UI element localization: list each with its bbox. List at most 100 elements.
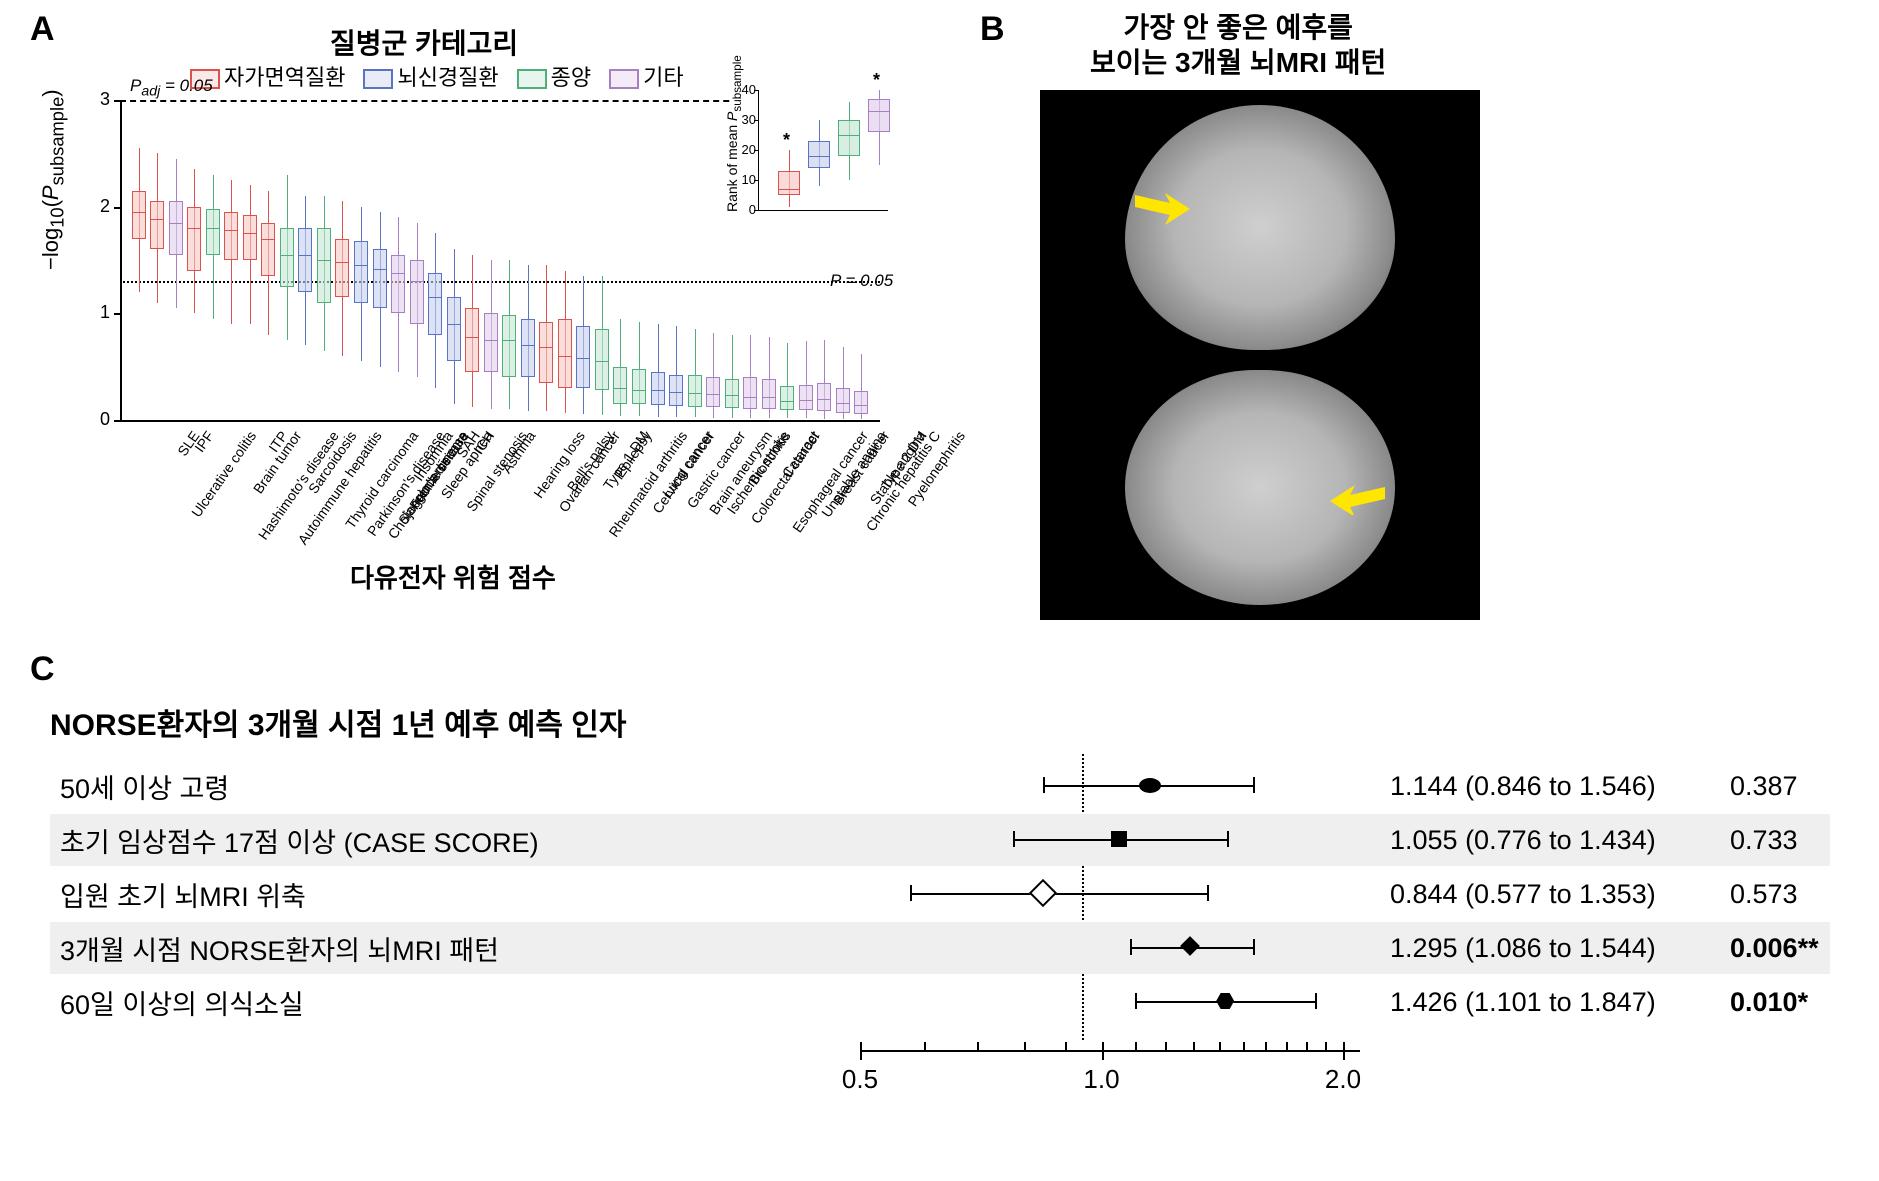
box-Sjogren's disease (335, 239, 349, 298)
box-Spinal stenosis (410, 260, 424, 324)
axis-tick-label: 1.0 (1083, 1064, 1119, 1095)
box-Stable angina (817, 383, 831, 412)
panel-a-title: 질병군 카테고리 (330, 22, 518, 62)
forest-ci (860, 814, 1360, 866)
forest-ci (860, 922, 1360, 974)
ytick: 3 (86, 89, 110, 110)
axis-tick-label: 2.0 (1325, 1064, 1361, 1095)
forest-axis: 0.51.02.0 (860, 1040, 1360, 1120)
legend-item: 뇌신경질환 (363, 60, 498, 92)
row-hr: 0.844 (0.577 to 1.353) (1390, 879, 1656, 910)
box-Bronchitis (706, 377, 720, 407)
arrow-icon (1325, 475, 1385, 515)
row-pvalue: 0.733 (1730, 825, 1798, 856)
row-label: 입원 초기 뇌MRI 위축 (60, 875, 306, 914)
box-Brain aneurysm (651, 372, 665, 405)
box-Asthma (465, 308, 479, 372)
row-pvalue: 0.010* (1730, 987, 1808, 1018)
forest-marker (1216, 993, 1234, 1009)
box-Ovarian cancer (502, 315, 516, 377)
legend-item: 자가면역질환 (190, 60, 345, 92)
row-label: 3개월 시점 NORSE환자의 뇌MRI 패턴 (60, 929, 499, 968)
forest-marker (1111, 831, 1127, 847)
box-Breast cancer (780, 386, 794, 411)
forest-marker (1029, 879, 1057, 907)
box-Gastric cancer (632, 369, 646, 404)
arrow-icon (1135, 185, 1195, 225)
ytick: 2 (86, 196, 110, 217)
row-hr: 1.426 (1.101 to 1.847) (1390, 987, 1656, 1018)
box-SLE (150, 201, 164, 249)
box-Hashimoto's disease (187, 207, 201, 271)
forest-row: 50세 이상 고령 1.144 (0.846 to 1.546) 0.387 (50, 760, 1830, 812)
box-ICH (447, 297, 461, 361)
legend-item: 기타 (609, 60, 683, 92)
box-Ulcerative colitis (132, 191, 146, 239)
box-Hearing loss (484, 313, 498, 372)
box-Unstable angina (762, 379, 776, 409)
box-Cholangiocarcinoma (317, 228, 331, 303)
forest-row: 60일 이상의 의식소실 1.426 (1.101 to 1.847) 0.010* (50, 976, 1830, 1028)
forest-row: 3개월 시점 NORSE환자의 뇌MRI 패턴 1.295 (1.086 to 1… (50, 922, 1830, 974)
row-label: 초기 임상점수 17점 이상 (CASE SCORE) (60, 821, 539, 860)
box-Sarcoidosis (261, 223, 275, 276)
forest-marker (1139, 778, 1161, 793)
forest-ci (860, 976, 1360, 1028)
panel-c-title: NORSE환자의 3개월 시점 1년 예후 예측 인자 (50, 700, 626, 744)
box-ITP (243, 215, 257, 260)
row-pvalue: 0.387 (1730, 771, 1798, 802)
panel-a-legend: 자가면역질환 뇌신경질환 종양 기타 (190, 60, 684, 92)
box-Cataract (743, 377, 757, 409)
box-Thyroid carcinoma (280, 228, 294, 287)
box-Pyelonephritis (854, 391, 868, 413)
panel-b-title-l2: 보이는 3개월 뇌MRI 패턴 (1090, 47, 1386, 78)
ytick: 0 (86, 409, 110, 430)
row-pvalue: 0.573 (1730, 879, 1798, 910)
box-Insomnia (373, 249, 387, 308)
panel-a-xaxis-title: 다유전자 위험 점수 (350, 558, 556, 595)
box-Chronic hepatitis C (799, 385, 813, 411)
mri-slice-top (1125, 105, 1395, 350)
panel-a-inset: Rank of mean Psubsample 010203040** (730, 80, 890, 220)
forest-ci (860, 760, 1360, 812)
row-hr: 1.295 (1.086 to 1.544) (1390, 933, 1656, 964)
box-Colorectal cancer (688, 375, 702, 407)
row-hr: 1.144 (0.846 to 1.546) (1390, 771, 1656, 802)
box-Sleep apnea (391, 255, 405, 314)
legend-item: 종양 (517, 60, 591, 92)
panel-a: 질병군 카테고리 자가면역질환뇌신경질환종양기타 −log10(Psubsamp… (30, 10, 930, 600)
box-Type 1 DM (558, 319, 572, 388)
box-Type 2 DM (836, 388, 850, 413)
forest-ci (860, 868, 1360, 920)
box-Epilepsy (576, 326, 590, 388)
row-pvalue: 0.006** (1730, 933, 1819, 964)
ytick: 1 (86, 302, 110, 323)
panel-b: 가장 안 좋은 예후를 보이는 3개월 뇌MRI 패턴 (980, 10, 1540, 630)
box-Bell's palsy (521, 319, 535, 378)
panel-b-title-l1: 가장 안 좋은 예후를 (1123, 12, 1352, 43)
figure-root: A 질병군 카테고리 자가면역질환뇌신경질환종양기타 −log10(Psubsa… (0, 0, 1879, 1181)
panel-c: NORSE환자의 3개월 시점 1년 예후 예측 인자 50세 이상 고령 1.1… (30, 660, 1830, 1160)
row-label: 60일 이상의 의식소실 (60, 983, 304, 1022)
box-Ischemic stroke (669, 375, 683, 406)
box-Febrile seizure (354, 241, 368, 303)
p05-label: P = 0.05 (830, 271, 893, 291)
box-Autoimmune hepatitis (224, 212, 238, 260)
axis-tick-label: 0.5 (842, 1064, 878, 1095)
row-label: 50세 이상 고령 (60, 767, 229, 806)
inset-ylabel: Rank of mean Psubsample (724, 55, 744, 212)
box-IPF (169, 201, 183, 254)
box-Esophageal cancer (725, 379, 739, 408)
box-SAH (428, 273, 442, 335)
mri-container (1040, 90, 1480, 620)
box-Cervical cancer (595, 329, 609, 390)
row-hr: 1.055 (0.776 to 1.434) (1390, 825, 1656, 856)
p05-line (120, 281, 880, 283)
forest-row: 입원 초기 뇌MRI 위축 0.844 (0.577 to 1.353) 0.573 (50, 868, 1830, 920)
box-Parkinson's disease (298, 228, 312, 292)
box-Lung cancer (613, 367, 627, 404)
forest-marker (1180, 936, 1200, 956)
forest-row: 초기 임상점수 17점 이상 (CASE SCORE) 1.055 (0.776 … (50, 814, 1830, 866)
box-Brain tumor (206, 209, 220, 255)
box-Rheumatoid arthritis (539, 322, 553, 383)
